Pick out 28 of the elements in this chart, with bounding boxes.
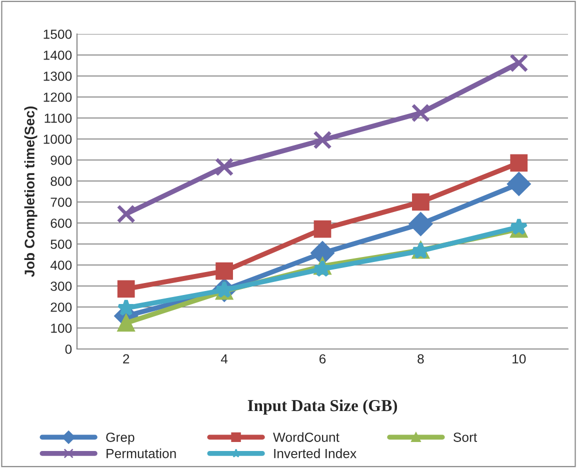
y-tick-label: 1200	[44, 92, 72, 102]
y-tick-label: 200	[50, 302, 72, 312]
x-tick-label: 2	[123, 354, 130, 364]
x-tick-label: 4	[220, 354, 228, 364]
x-tick-label: 8	[418, 354, 424, 364]
x-tick-label: 10	[512, 354, 526, 364]
y-tick-label: 600	[50, 218, 72, 228]
y-tick-label: 800	[50, 176, 72, 186]
y-tick-label: 1000	[44, 134, 72, 144]
y-tick-label: 100	[51, 324, 72, 333]
y-axis-title: Job Completion time(Sec)	[24, 106, 38, 277]
y-tick-label: 300	[50, 282, 72, 291]
y-tick-label: 700	[50, 198, 72, 207]
legend-label: Grep	[106, 432, 134, 445]
legend-label: Inverted Index	[274, 448, 356, 458]
y-tick-label: 1300	[44, 72, 72, 81]
y-tick-label: 1500	[44, 30, 72, 39]
y-tick-label: 0	[65, 344, 72, 354]
y-tick-label: 1400	[44, 50, 72, 60]
x-tick-label: 6	[320, 354, 326, 364]
y-tick-label: 400	[50, 260, 72, 270]
legend-label: Sort	[454, 432, 478, 442]
legend-label: Permutation	[106, 448, 176, 458]
legend-label: WordCount	[273, 432, 340, 442]
y-tick-label: 1100	[44, 114, 72, 123]
x-axis-title: Input Data Size (GB)	[248, 399, 398, 415]
y-tick-label: 900	[50, 156, 72, 165]
y-tick-label: 500	[50, 240, 72, 249]
